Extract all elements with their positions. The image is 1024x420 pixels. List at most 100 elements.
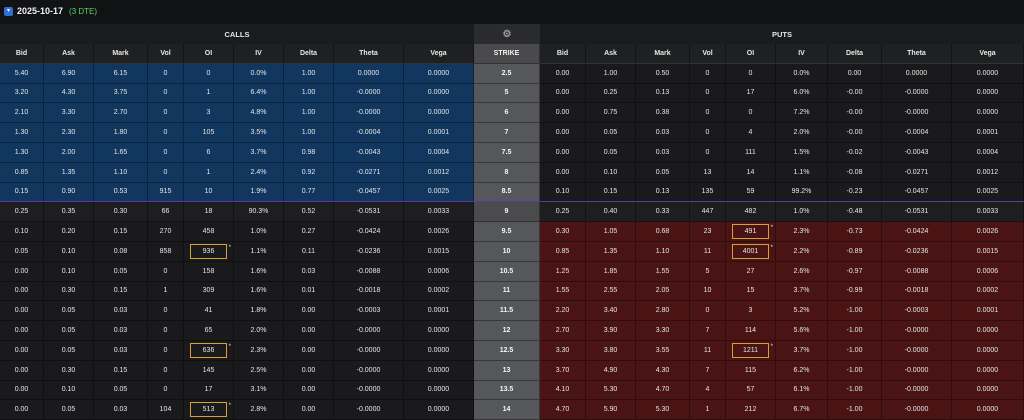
call-oi-cell[interactable]: 3 <box>184 103 234 124</box>
call-theta-cell[interactable]: -0.0000 <box>334 400 404 420</box>
puts-col-mark[interactable]: Mark <box>636 44 690 64</box>
put-bid-cell[interactable]: 0.00 <box>540 142 586 163</box>
put-theta-cell[interactable]: -0.0000 <box>882 340 952 361</box>
call-oi-cell[interactable]: 1 <box>184 162 234 183</box>
strike-cell[interactable]: 10 <box>474 241 540 262</box>
call-bid-cell[interactable]: 1.30 <box>0 142 44 163</box>
call-bid-cell[interactable]: 0.00 <box>0 340 44 361</box>
put-vega-cell[interactable]: 0.0026 <box>952 222 1024 242</box>
put-iv-cell[interactable]: 3.7% <box>776 340 828 361</box>
call-ask-cell[interactable]: 2.00 <box>44 142 94 163</box>
call-mark-cell[interactable]: 1.65 <box>94 142 148 163</box>
call-iv-cell[interactable]: 4.8% <box>234 103 284 124</box>
call-oi-cell[interactable]: 158 <box>184 261 234 282</box>
put-vega-cell[interactable]: 0.0000 <box>952 400 1024 420</box>
put-vega-cell[interactable]: 0.0000 <box>952 103 1024 124</box>
put-iv-cell[interactable]: 5.2% <box>776 301 828 322</box>
call-delta-cell[interactable]: 1.00 <box>284 123 334 143</box>
strike-cell[interactable]: 6 <box>474 103 540 124</box>
put-delta-cell[interactable]: -0.89 <box>828 241 882 262</box>
option-row[interactable]: 0.00 0.10 0.05 0 158 1.6% 0.03 -0.0088 0.0006 10.… <box>0 261 1024 282</box>
call-ask-cell[interactable]: 6.90 <box>44 63 94 84</box>
call-bid-cell[interactable]: 0.00 <box>0 321 44 341</box>
call-bid-cell[interactable]: 0.85 <box>0 162 44 183</box>
put-delta-cell[interactable]: -0.73 <box>828 222 882 242</box>
put-bid-cell[interactable]: 4.70 <box>540 400 586 420</box>
call-oi-cell[interactable]: 636 * <box>184 340 234 361</box>
put-oi-cell[interactable]: 59 <box>726 182 776 203</box>
call-vol-cell[interactable]: 0 <box>148 301 184 322</box>
call-ask-cell[interactable]: 2.30 <box>44 123 94 143</box>
put-vol-cell[interactable]: 0 <box>690 83 726 104</box>
put-theta-cell[interactable]: -0.0000 <box>882 380 952 401</box>
put-vega-cell[interactable]: 0.0004 <box>952 142 1024 163</box>
put-ask-cell[interactable]: 3.80 <box>586 340 636 361</box>
put-delta-cell[interactable]: -0.00 <box>828 123 882 143</box>
put-delta-cell[interactable]: -1.00 <box>828 400 882 420</box>
put-vol-cell[interactable]: 1 <box>690 400 726 420</box>
put-bid-cell[interactable]: 0.00 <box>540 123 586 143</box>
call-iv-cell[interactable]: 2.8% <box>234 400 284 420</box>
put-theta-cell[interactable]: -0.0043 <box>882 142 952 163</box>
call-vol-cell[interactable]: 0 <box>148 83 184 104</box>
call-oi-cell[interactable]: 6 <box>184 142 234 163</box>
put-vega-cell[interactable]: 0.0001 <box>952 301 1024 322</box>
put-iv-cell[interactable]: 3.7% <box>776 281 828 302</box>
put-iv-cell[interactable]: 6.2% <box>776 360 828 381</box>
call-theta-cell[interactable]: 0.0000 <box>334 63 404 84</box>
call-mark-cell[interactable]: 0.30 <box>94 202 148 223</box>
put-bid-cell[interactable]: 0.00 <box>540 162 586 183</box>
put-mark-cell[interactable]: 3.55 <box>636 340 690 361</box>
strike-cell[interactable]: 5 <box>474 83 540 104</box>
gear-icon[interactable]: ⚙ <box>474 24 540 44</box>
call-mark-cell[interactable]: 2.70 <box>94 103 148 124</box>
call-oi-cell[interactable]: 41 <box>184 301 234 322</box>
put-oi-cell[interactable]: 14 <box>726 162 776 183</box>
call-vega-cell[interactable]: 0.0000 <box>404 83 474 104</box>
put-theta-cell[interactable]: -0.0457 <box>882 182 952 203</box>
call-mark-cell[interactable]: 6.15 <box>94 63 148 84</box>
call-bid-cell[interactable]: 0.00 <box>0 301 44 322</box>
strike-cell[interactable]: 14 <box>474 400 540 420</box>
call-mark-cell[interactable]: 0.08 <box>94 241 148 262</box>
option-row[interactable]: 0.25 0.35 0.30 66 18 90.3% 0.52 -0.0531 0.0033 9 0… <box>0 201 1024 224</box>
put-iv-cell[interactable]: 7.2% <box>776 103 828 124</box>
call-vol-cell[interactable]: 0 <box>148 360 184 381</box>
put-mark-cell[interactable]: 0.03 <box>636 142 690 163</box>
call-bid-cell[interactable]: 0.15 <box>0 182 44 203</box>
puts-col-vol[interactable]: Vol <box>690 44 726 64</box>
call-vol-cell[interactable]: 0 <box>148 142 184 163</box>
put-ask-cell[interactable]: 2.55 <box>586 281 636 302</box>
puts-col-vega[interactable]: Vega <box>952 44 1024 64</box>
put-delta-cell[interactable]: -0.23 <box>828 182 882 203</box>
call-ask-cell[interactable]: 3.30 <box>44 103 94 124</box>
put-vol-cell[interactable]: 135 <box>690 182 726 203</box>
put-delta-cell[interactable]: -0.00 <box>828 103 882 124</box>
put-delta-cell[interactable]: -1.00 <box>828 380 882 401</box>
call-mark-cell[interactable]: 0.03 <box>94 301 148 322</box>
call-ask-cell[interactable]: 0.10 <box>44 261 94 282</box>
calls-col-iv[interactable]: IV <box>234 44 284 64</box>
call-iv-cell[interactable]: 0.0% <box>234 63 284 84</box>
put-vol-cell[interactable]: 23 <box>690 222 726 242</box>
call-vega-cell[interactable]: 0.0012 <box>404 162 474 183</box>
put-bid-cell[interactable]: 2.20 <box>540 301 586 322</box>
call-delta-cell[interactable]: 0.01 <box>284 281 334 302</box>
puts-col-bid[interactable]: Bid <box>540 44 586 64</box>
call-iv-cell[interactable]: 3.1% <box>234 380 284 401</box>
call-vega-cell[interactable]: 0.0033 <box>404 202 474 223</box>
put-mark-cell[interactable]: 0.50 <box>636 63 690 84</box>
put-theta-cell[interactable]: 0.0000 <box>882 63 952 84</box>
put-vega-cell[interactable]: 0.0033 <box>952 202 1024 223</box>
put-delta-cell[interactable]: -0.99 <box>828 281 882 302</box>
put-theta-cell[interactable]: -0.0088 <box>882 261 952 282</box>
call-theta-cell[interactable]: -0.0000 <box>334 83 404 104</box>
call-vol-cell[interactable]: 0 <box>148 123 184 143</box>
call-iv-cell[interactable]: 3.7% <box>234 142 284 163</box>
put-iv-cell[interactable]: 1.1% <box>776 162 828 183</box>
call-vega-cell[interactable]: 0.0000 <box>404 103 474 124</box>
put-iv-cell[interactable]: 2.6% <box>776 261 828 282</box>
option-row[interactable]: 3.20 4.30 3.75 0 1 6.4% 1.00 -0.0000 0.0000 5 0.00… <box>0 83 1024 104</box>
put-theta-cell[interactable]: -0.0003 <box>882 301 952 322</box>
call-vol-cell[interactable]: 858 <box>148 241 184 262</box>
